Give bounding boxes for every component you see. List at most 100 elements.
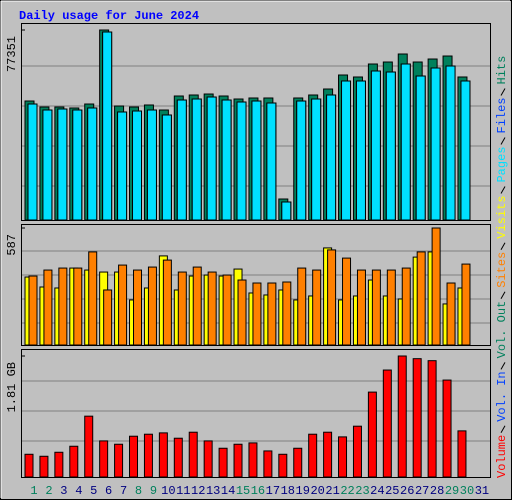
bar xyxy=(457,430,467,478)
legend-label: Vol. Out xyxy=(495,301,509,359)
x-tick-label: 31 xyxy=(475,484,489,498)
y-tick-label: 587 xyxy=(5,234,19,256)
bar xyxy=(39,455,49,478)
x-tick-label: 19 xyxy=(296,484,310,498)
bar xyxy=(308,433,318,478)
bar xyxy=(355,80,366,221)
legend-separator xyxy=(500,137,506,145)
bar xyxy=(445,65,456,221)
x-tick-label: 7 xyxy=(120,484,127,498)
legend-separator xyxy=(500,186,506,194)
bar xyxy=(296,100,307,221)
x-tick-label: 14 xyxy=(221,484,235,498)
x-tick-label: 17 xyxy=(266,484,280,498)
bar xyxy=(188,431,198,478)
y-tick-label: 1.81 GB xyxy=(5,362,19,412)
x-tick-label: 30 xyxy=(460,484,474,498)
x-tick-label: 20 xyxy=(310,484,324,498)
x-tick-label: 26 xyxy=(400,484,414,498)
bar xyxy=(342,257,352,346)
x-tick-label: 23 xyxy=(355,484,369,498)
bar xyxy=(400,63,411,221)
bar xyxy=(132,110,143,221)
bar xyxy=(84,415,94,478)
bar xyxy=(57,108,68,221)
bar xyxy=(297,267,307,346)
x-tick-label: 13 xyxy=(206,484,220,498)
bar xyxy=(129,435,139,478)
bar xyxy=(173,437,183,478)
bar xyxy=(54,451,64,478)
bar xyxy=(367,391,377,478)
x-tick-label: 22 xyxy=(340,484,354,498)
bar xyxy=(161,114,172,221)
bar xyxy=(427,360,437,478)
bar xyxy=(133,269,143,346)
bar xyxy=(88,251,98,346)
y-tick-label: 77351 xyxy=(5,36,19,72)
x-tick-label: 6 xyxy=(105,484,112,498)
legend-label: Visits xyxy=(495,196,509,239)
bar xyxy=(58,267,68,346)
bar xyxy=(146,109,157,221)
bar xyxy=(263,450,273,478)
bar xyxy=(442,379,452,478)
x-tick-label: 5 xyxy=(90,484,97,498)
bar xyxy=(397,355,407,478)
bar xyxy=(278,453,288,478)
bar xyxy=(266,102,277,221)
bar xyxy=(176,99,187,221)
bar xyxy=(102,31,113,221)
chart-title: Daily usage for June 2024 xyxy=(19,9,199,23)
bar xyxy=(69,445,79,478)
x-tick-label: 16 xyxy=(251,484,265,498)
x-tick-label: 24 xyxy=(370,484,384,498)
bar xyxy=(203,440,213,478)
bar xyxy=(236,101,247,221)
bar xyxy=(338,436,348,478)
bar xyxy=(143,433,153,478)
x-tick-label: 8 xyxy=(135,484,142,498)
bar xyxy=(415,75,426,221)
bar xyxy=(323,431,333,478)
bar xyxy=(416,251,426,346)
x-tick-label: 10 xyxy=(161,484,175,498)
legend-separator xyxy=(500,425,506,434)
x-tick-label: 18 xyxy=(281,484,295,498)
bar xyxy=(162,259,172,346)
x-tick-label: 1 xyxy=(30,484,37,498)
bar xyxy=(252,282,262,346)
bar xyxy=(43,269,53,346)
bar xyxy=(191,98,202,221)
bar xyxy=(24,453,34,478)
x-tick-label: 29 xyxy=(445,484,459,498)
bar xyxy=(42,109,53,221)
x-tick-label: 15 xyxy=(236,484,250,498)
legend-label: Vol. In xyxy=(495,371,509,421)
legend-label: Volume xyxy=(495,435,509,478)
bar xyxy=(206,96,217,221)
bar xyxy=(237,279,247,346)
legend-separator xyxy=(500,291,506,299)
bar xyxy=(385,71,396,221)
x-tick-label: 12 xyxy=(191,484,205,498)
x-tick-label: 21 xyxy=(325,484,339,498)
legend-label: Hits xyxy=(495,56,509,85)
bar xyxy=(352,425,362,478)
bar xyxy=(221,99,232,221)
bar xyxy=(72,109,83,221)
bar xyxy=(446,282,456,346)
x-tick-label: 25 xyxy=(385,484,399,498)
x-tick-label: 4 xyxy=(75,484,82,498)
bar xyxy=(382,369,392,478)
legend-separator xyxy=(500,362,506,370)
legend-separator xyxy=(500,88,506,96)
bar xyxy=(177,271,187,346)
bar xyxy=(430,67,441,221)
bar xyxy=(27,103,38,221)
bar xyxy=(370,70,381,221)
bar xyxy=(251,100,262,221)
bar xyxy=(158,432,168,478)
bar xyxy=(326,94,337,221)
